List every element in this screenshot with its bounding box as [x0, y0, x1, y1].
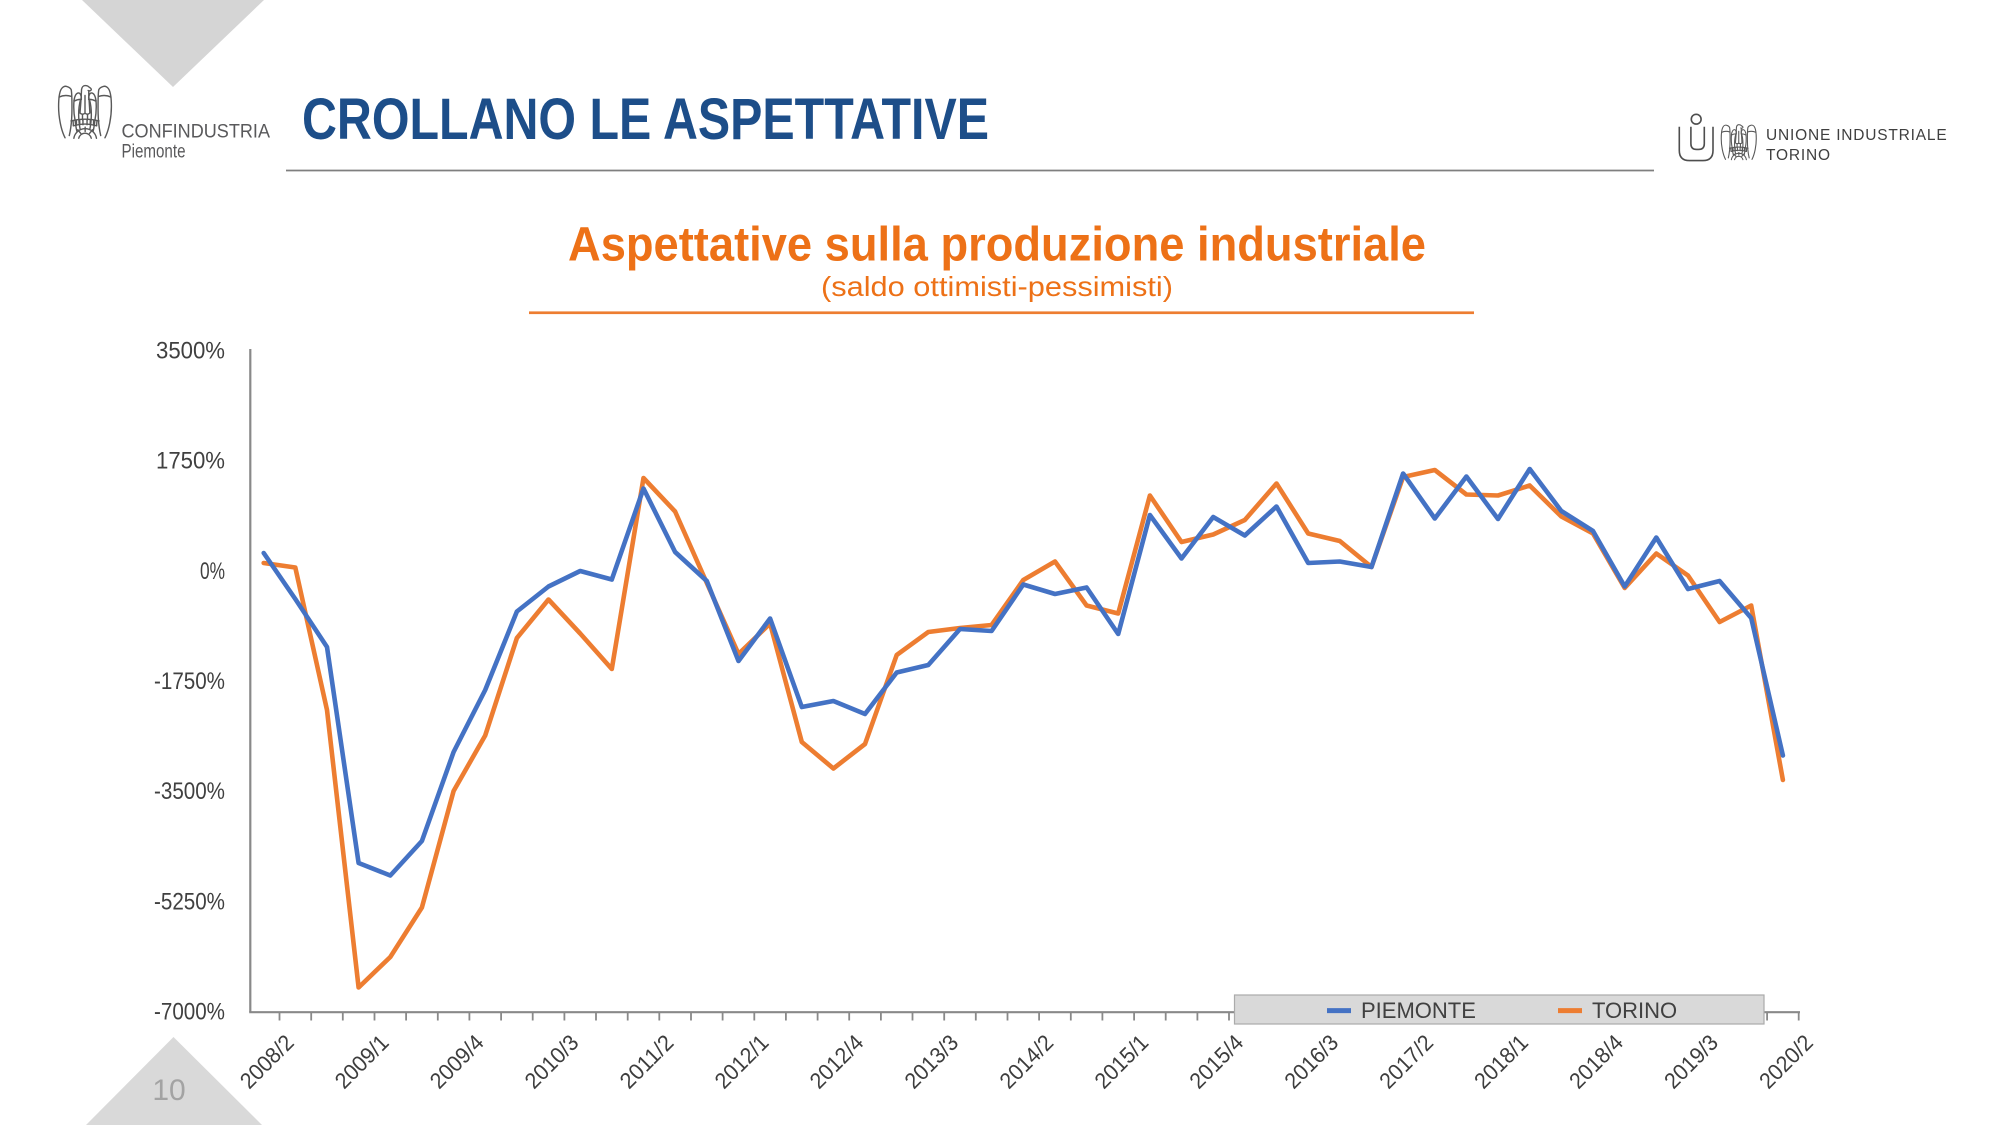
svg-text:(saldo ottimisti-pessimisti): (saldo ottimisti-pessimisti) [821, 271, 1173, 302]
svg-text:-1750%: -1750% [154, 668, 225, 695]
svg-text:TORINO: TORINO [1592, 998, 1677, 1023]
svg-text:Piemonte: Piemonte [122, 141, 186, 163]
svg-text:CROLLANO LE ASPETTATIVE: CROLLANO LE ASPETTATIVE [302, 87, 989, 152]
svg-text:-7000%: -7000% [154, 999, 225, 1026]
svg-text:-5250%: -5250% [154, 888, 225, 915]
svg-text:CONFINDUSTRIA: CONFINDUSTRIA [122, 122, 271, 143]
svg-text:10: 10 [152, 1074, 185, 1107]
svg-text:PIEMONTE: PIEMONTE [1361, 998, 1476, 1023]
svg-text:1750%: 1750% [156, 448, 225, 475]
svg-text:UNIONE INDUSTRIALE: UNIONE INDUSTRIALE [1766, 127, 1947, 144]
svg-text:0%: 0% [200, 558, 225, 585]
svg-text:Aspettative sulla produzione i: Aspettative sulla produzione industriale [568, 219, 1426, 272]
svg-text:TORINO: TORINO [1766, 147, 1831, 164]
svg-text:3500%: 3500% [156, 338, 225, 365]
svg-text:-3500%: -3500% [154, 778, 225, 805]
